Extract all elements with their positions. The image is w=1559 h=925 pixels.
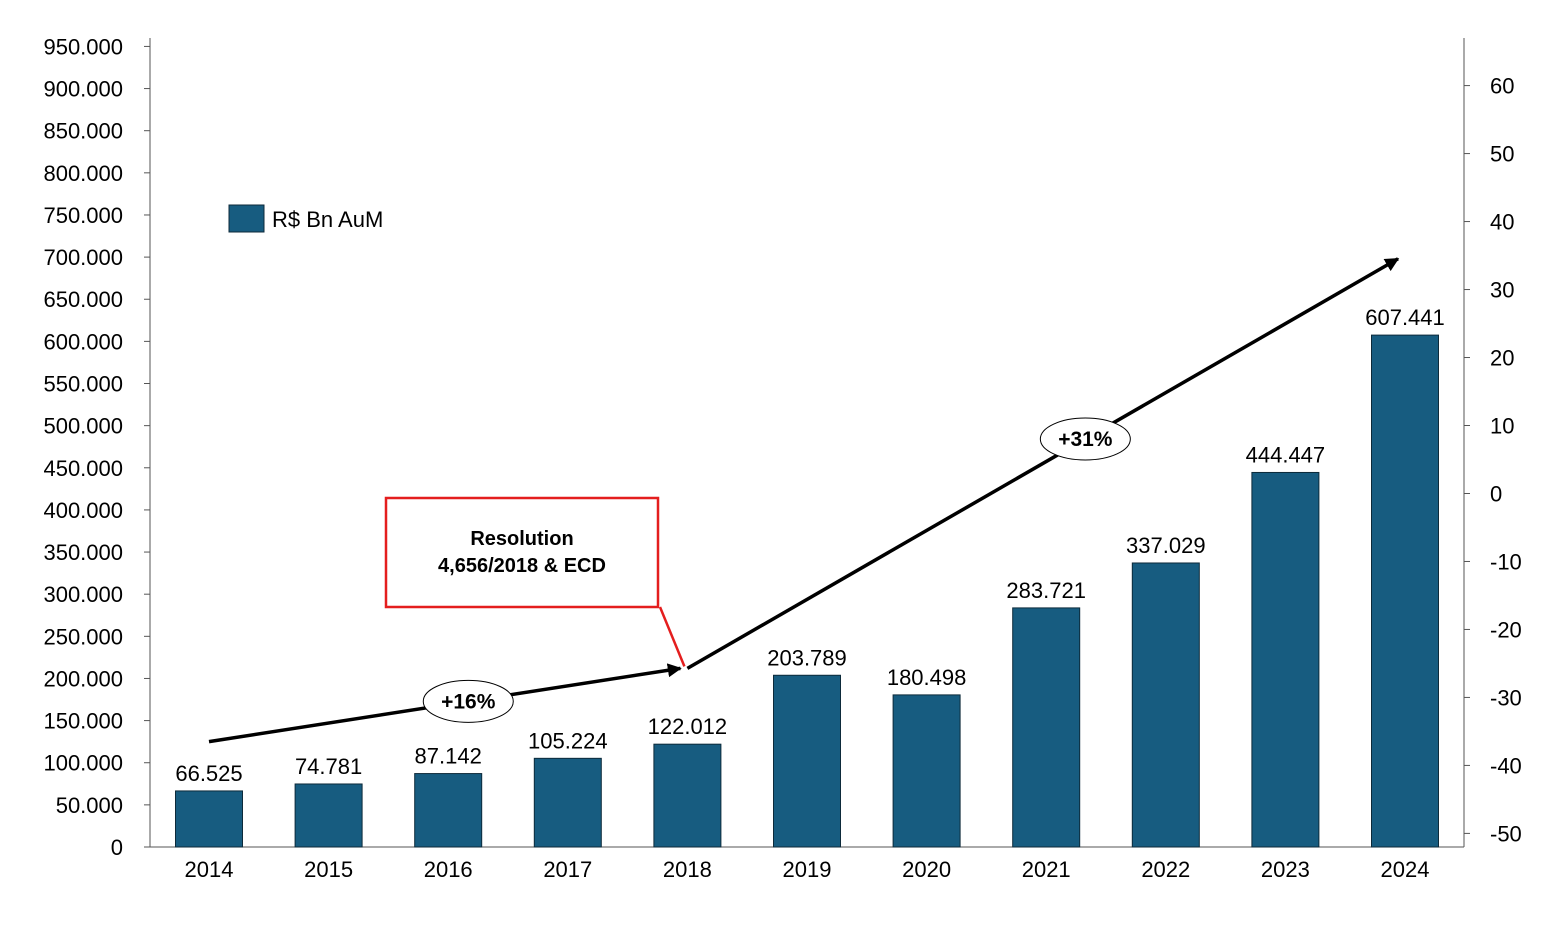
y-tick-label-right: 50 [1490, 142, 1514, 167]
legend-label: R$ Bn AuM [272, 207, 383, 232]
y-tick-label-right: -10 [1490, 549, 1522, 574]
y-tick-label-right: -40 [1490, 753, 1522, 778]
y-tick-label-left: 250.000 [43, 624, 123, 649]
trend-pct-label: +16% [441, 690, 496, 713]
y-tick-label-left: 450.000 [43, 456, 123, 481]
x-tick-label: 2019 [783, 857, 832, 882]
x-tick-label: 2015 [304, 857, 353, 882]
bar-2021 [1012, 607, 1081, 848]
y-tick-label-right: 60 [1490, 74, 1514, 99]
data-labels: 66.525 74.781 87.142 105.224 122.012 203.789 1… [175, 305, 1444, 786]
y-tick-label-right: -20 [1490, 617, 1522, 642]
bar-2024 [1371, 334, 1439, 848]
y-tick-label-left: 850.000 [43, 119, 123, 144]
data-label-2019: 203.789 [767, 645, 847, 670]
y-tick-label-left: 700.000 [43, 245, 123, 270]
trend-pct-badge [1039, 417, 1131, 461]
data-label-2024: 607.441 [1365, 305, 1445, 330]
legend-swatch [228, 204, 265, 233]
data-label-2018: 122.012 [648, 714, 728, 739]
y-tick-label-left: 800.000 [43, 161, 123, 186]
data-label-2023: 444.447 [1246, 442, 1326, 467]
y-tick-label-left: 150.000 [43, 709, 123, 734]
bar-2018 [653, 743, 722, 848]
bar-2020 [892, 694, 961, 848]
bar-2014 [175, 790, 243, 848]
y-tick-label-right: -30 [1490, 685, 1522, 710]
y-tick-label-left: 500.000 [43, 414, 123, 439]
data-label-2021: 283.721 [1006, 578, 1086, 603]
data-label-2015: 74.781 [295, 754, 362, 779]
x-tick-label: 2024 [1381, 857, 1430, 882]
y-tick-label-left: 100.000 [43, 751, 123, 776]
callout-text-line: Resolution [470, 528, 573, 550]
bar-2019 [773, 674, 841, 848]
y-tick-label-right: 20 [1490, 346, 1514, 371]
y-tick-label-left: 300.000 [43, 582, 123, 607]
bar-2016 [414, 773, 483, 848]
data-label-2014: 66.525 [175, 761, 242, 786]
y-tick-label-left: 650.000 [43, 287, 123, 312]
bar-2022 [1131, 562, 1200, 848]
callout-leader-line [658, 606, 686, 667]
bar-2015 [294, 783, 363, 848]
data-label-2016: 87.142 [415, 744, 482, 769]
x-tick-label: 2020 [902, 857, 951, 882]
trend-arrows: +16% +31% [208, 257, 1400, 744]
trend-pct-label: +31% [1058, 428, 1113, 451]
y-tick-label-left: 600.000 [43, 329, 123, 354]
legend: R$ Bn AuM [228, 204, 383, 233]
data-label-2020: 180.498 [887, 665, 967, 690]
callout-box [384, 496, 660, 609]
trend-pct-badge [422, 679, 514, 723]
x-tick-label: 2016 [424, 857, 473, 882]
y-tick-label-left: 0 [111, 835, 123, 860]
x-axis: 2014 2015 2016 2017 2018 2019 2020 2021 2022 2023… [150, 846, 1464, 882]
y-tick-label-left: 900.000 [43, 77, 123, 102]
x-tick-label: 2017 [543, 857, 592, 882]
y-tick-label-right: 0 [1490, 481, 1502, 506]
x-tick-label: 2014 [185, 857, 234, 882]
y-tick-label-left: 550.000 [43, 372, 123, 397]
y-tick-label-right: 30 [1490, 278, 1514, 303]
data-label-2022: 337.029 [1126, 533, 1206, 558]
y-tick-label-left: 400.000 [43, 498, 123, 523]
bar-2023 [1251, 471, 1320, 848]
x-tick-label: 2022 [1141, 857, 1190, 882]
y-tick-label-left: 950.000 [43, 34, 123, 59]
y-tick-label-left: 750.000 [43, 203, 123, 228]
y-tick-label-left: 200.000 [43, 666, 123, 691]
data-label-2017: 105.224 [528, 728, 608, 753]
callout-text-line: 4,656/2018 & ECD [438, 555, 606, 577]
bar-2017 [533, 757, 602, 848]
y-axis-right: -50 -40 -30 -20 -10 0 10 20 30 40 50 60 [1463, 38, 1522, 847]
bar-series [175, 334, 1439, 848]
x-tick-label: 2023 [1261, 857, 1310, 882]
resolution-callout: Resolution 4,656/2018 & ECD [384, 496, 686, 667]
y-tick-label-right: 10 [1490, 414, 1514, 439]
x-tick-label: 2018 [663, 857, 712, 882]
trend-arrow-2 [686, 257, 1400, 670]
y-axis-left: 0 50.000 100.000 150.000 200.000 250.000 300.0… [43, 34, 151, 860]
x-tick-label: 2021 [1022, 857, 1071, 882]
y-tick-label-right: 40 [1490, 210, 1514, 235]
y-tick-label-left: 350.000 [43, 540, 123, 565]
y-tick-label-right: -50 [1490, 821, 1522, 846]
y-tick-label-left: 50.000 [56, 793, 123, 818]
